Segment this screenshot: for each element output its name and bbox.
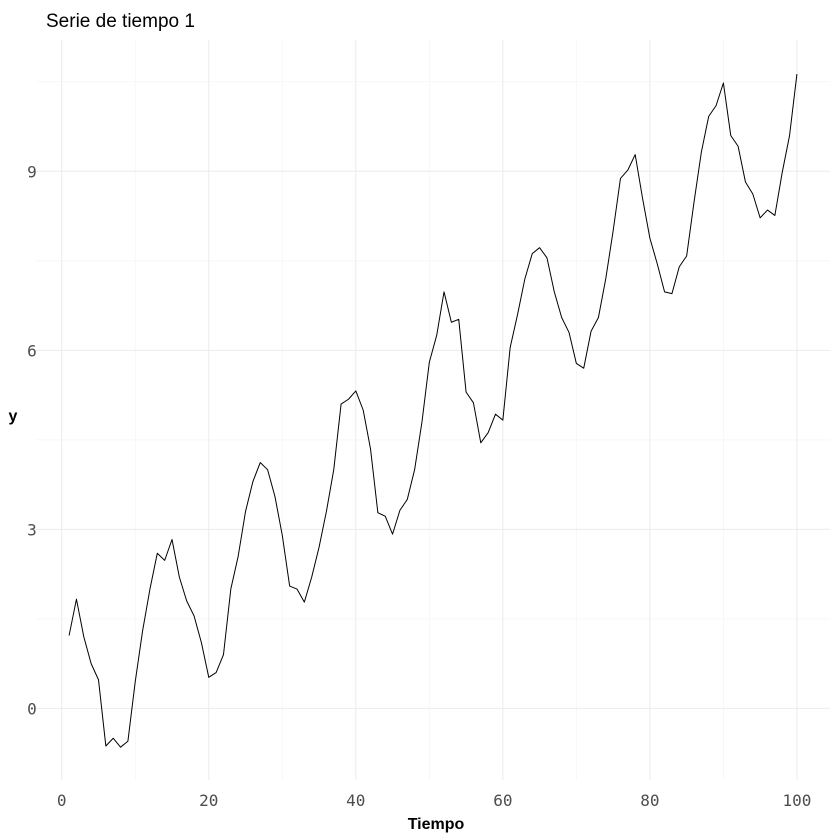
y-tick-label: 6 bbox=[27, 341, 37, 360]
y-tick-label: 0 bbox=[27, 699, 37, 718]
minor-gridlines bbox=[36, 40, 830, 780]
major-gridlines bbox=[36, 40, 830, 780]
y-axis-title: y bbox=[9, 408, 18, 425]
y-axis-tick-labels: 0 3 6 9 bbox=[27, 162, 37, 718]
series-line bbox=[68, 73, 798, 748]
x-tick-label: 60 bbox=[493, 791, 512, 810]
x-axis-tick-labels: 0 20 40 60 80 100 bbox=[57, 791, 811, 810]
series-layer bbox=[68, 73, 798, 748]
x-axis-title: Tiempo bbox=[408, 816, 465, 833]
x-tick-label: 80 bbox=[640, 791, 659, 810]
chart-title: Serie de tiempo 1 bbox=[46, 11, 195, 32]
x-tick-label: 20 bbox=[199, 791, 218, 810]
x-tick-label: 100 bbox=[782, 791, 811, 810]
y-tick-label: 3 bbox=[27, 520, 37, 539]
y-tick-label: 9 bbox=[27, 162, 37, 181]
x-tick-label: 40 bbox=[346, 791, 365, 810]
x-tick-label: 0 bbox=[57, 791, 67, 810]
